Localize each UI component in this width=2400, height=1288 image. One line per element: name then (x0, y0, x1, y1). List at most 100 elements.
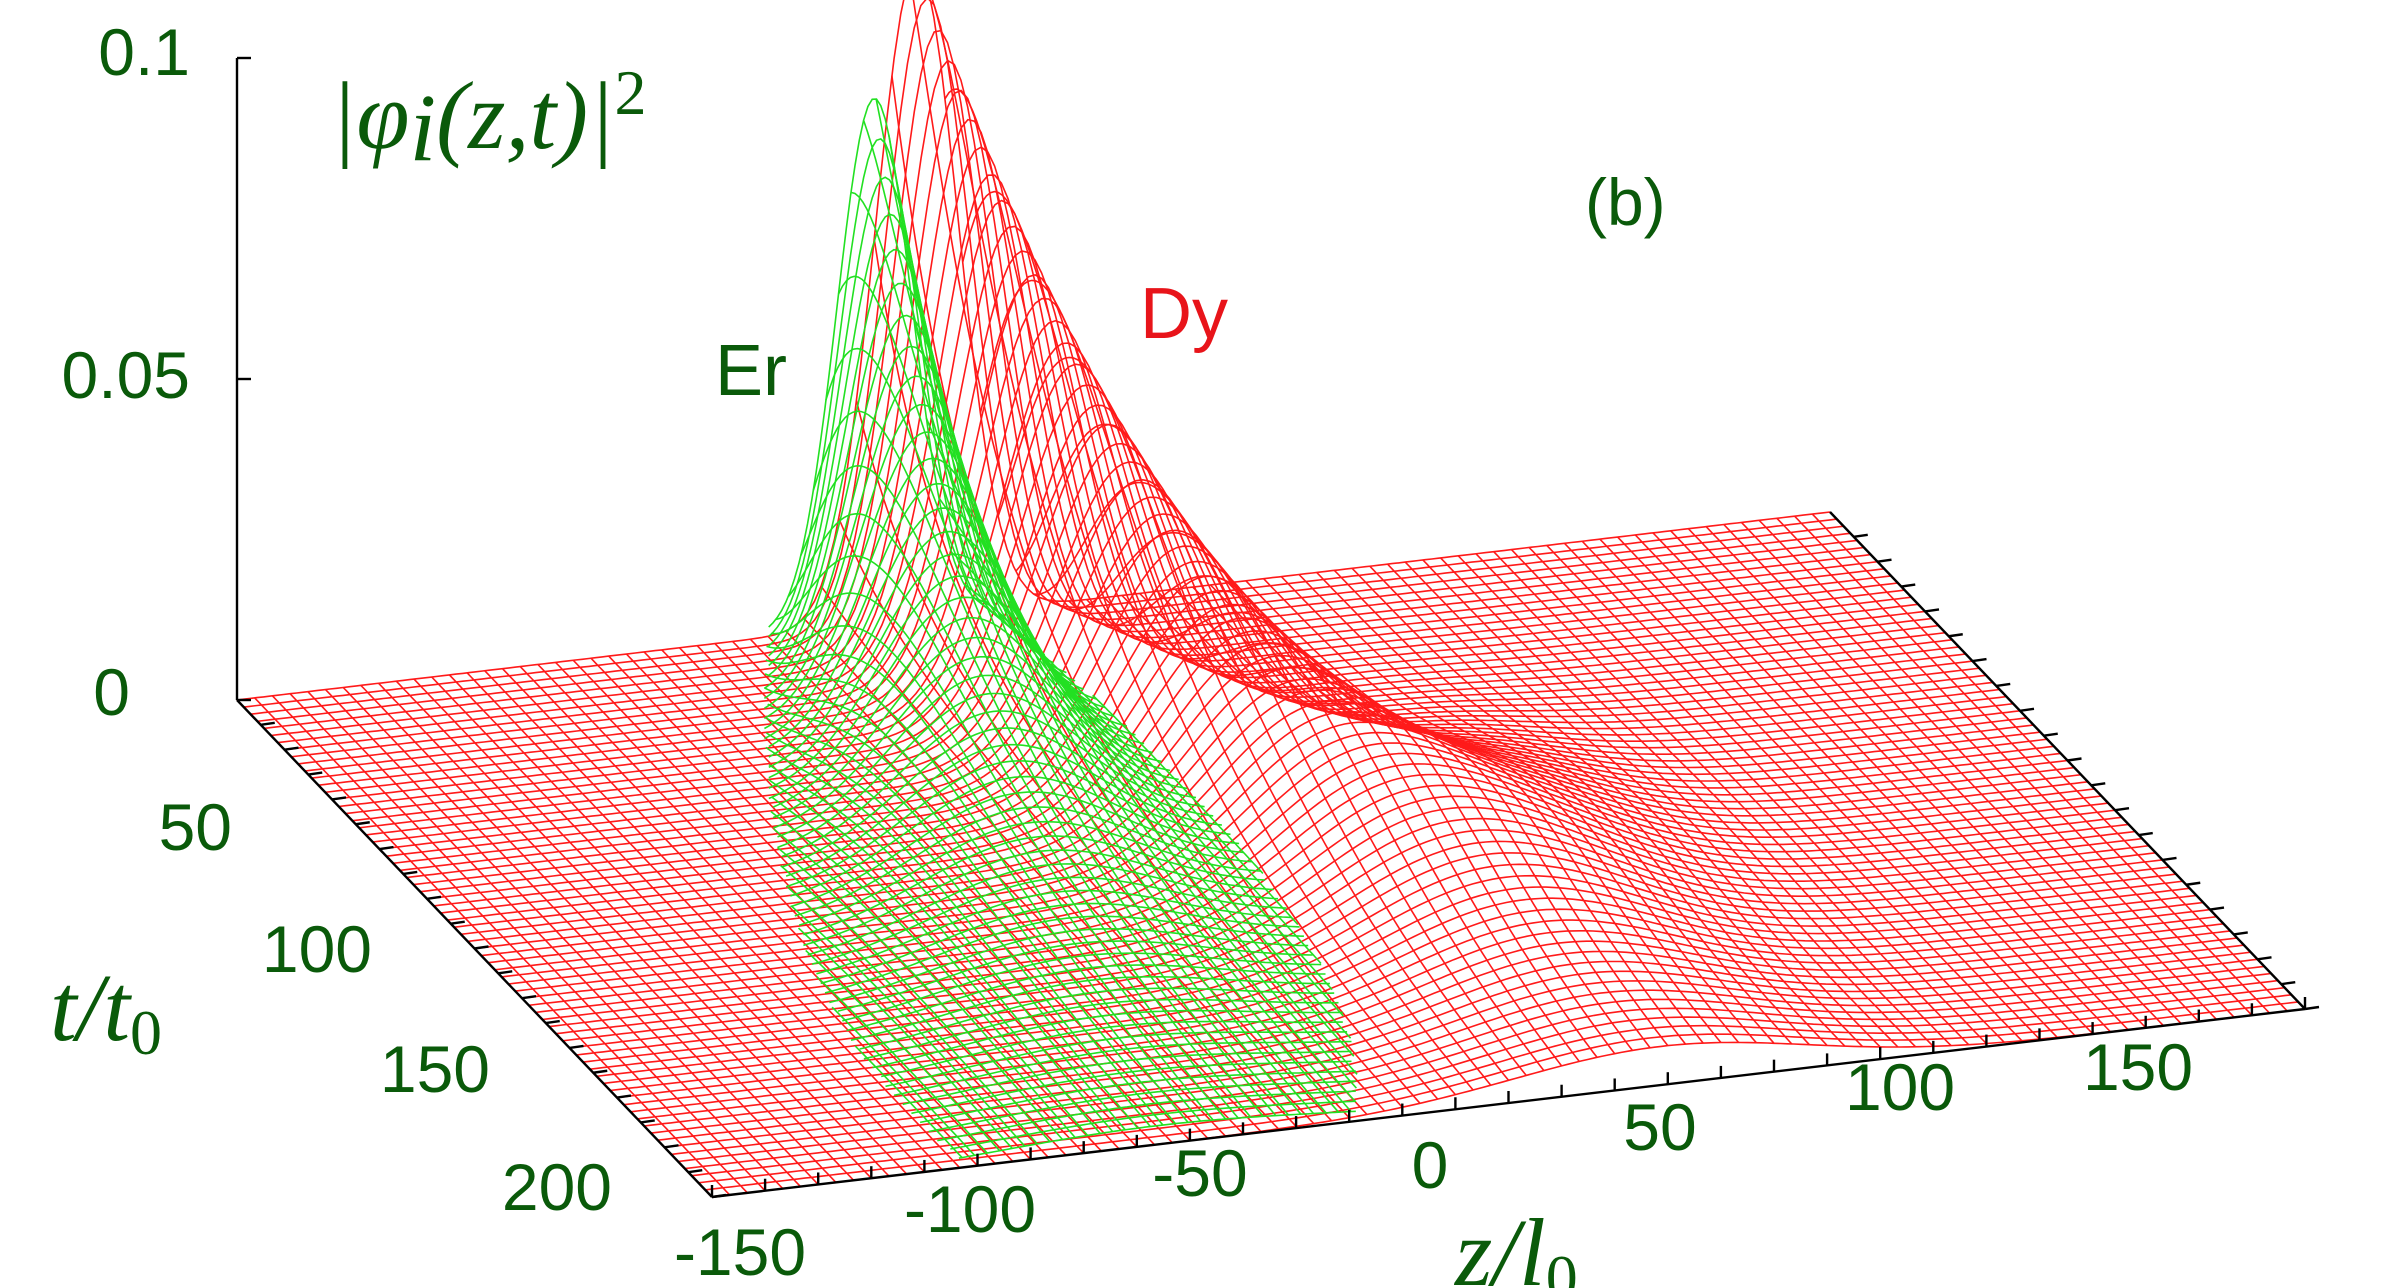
t-axis-tick (1996, 682, 2011, 688)
er-mesh-line (850, 191, 1327, 1114)
er-mesh-line (900, 215, 1357, 1089)
dy-mesh-line (1263, 578, 1740, 1044)
t-axis-tick (616, 1094, 632, 1099)
er-density-surface (763, 98, 1358, 1159)
dy-mesh-line (1298, 573, 1775, 1044)
dy-mesh-line (1652, 532, 2129, 1031)
t-axis-tick (664, 1144, 679, 1149)
dy-mesh-line (395, 680, 872, 1179)
panel-label: (b) (1585, 165, 1666, 239)
dy-mesh-line (555, 661, 1032, 1160)
dy-mesh-line (1670, 530, 2147, 1029)
er-mesh-line (824, 915, 1304, 994)
er-mesh-line (781, 710, 1205, 858)
dy-mesh-line (1510, 549, 1987, 1045)
er-mesh-line (798, 820, 1261, 926)
er-mesh-line (850, 975, 1330, 1041)
dy-mesh-line (979, 279, 1457, 1096)
er-mesh-line (763, 345, 1054, 699)
t-axis-tick (688, 1168, 703, 1174)
t-axis-tick (2281, 980, 2296, 986)
er-mesh-line (1020, 633, 1299, 926)
er-mesh-line (862, 120, 1340, 1113)
er-mesh-line (938, 497, 1352, 1039)
er-mesh-line (770, 810, 1089, 1136)
er-mesh-line (842, 952, 1322, 1022)
er-mesh-line (768, 137, 990, 638)
er-mesh-line (825, 347, 1302, 1115)
er-mesh-line (771, 592, 1239, 1119)
dy-mesh-line (698, 994, 2292, 1184)
dy-mesh-line (1705, 526, 2182, 1025)
er-mesh-line (764, 673, 1202, 1122)
x-axis-title: z/l0 (1453, 1199, 1578, 1288)
z-position-tick-label: 50 (1623, 1090, 1696, 1164)
dy-mesh-line (855, 400, 1333, 1122)
dy-mesh-line (1723, 523, 2200, 1023)
t-axis-tick (2257, 956, 2272, 961)
dy-mesh-line (1758, 519, 2235, 1018)
t-axis-tick (474, 945, 489, 950)
dy-mesh-line (997, 356, 1474, 1091)
er-mesh-line (768, 176, 1003, 647)
dy-mesh-line (1581, 540, 2058, 1038)
dy-mesh-line (1563, 542, 2041, 1040)
dy-mesh-line (1599, 538, 2076, 1037)
dy-mesh-line (342, 686, 819, 1186)
dy-mesh-line (820, 585, 1297, 1127)
dy-mesh-line (448, 674, 925, 1173)
dy-mesh-line (1245, 580, 1722, 1044)
t-axis-tick (1948, 633, 1963, 638)
dy-mesh-line (1794, 515, 2271, 1014)
er-mesh-line (764, 687, 1189, 1123)
t-axis-tick (1924, 608, 1940, 613)
t-axis-tick (308, 771, 323, 776)
t-axis-tick (711, 1193, 727, 1199)
er-mesh-line (950, 1100, 1356, 1150)
t-axis-tick (2019, 707, 2035, 712)
dy-mesh-line (360, 684, 837, 1183)
dy-mesh-line (1546, 544, 2023, 1042)
t-axis-tick (1901, 583, 1916, 588)
er-mesh-line (768, 763, 1126, 1131)
er-mesh-line (785, 760, 1231, 888)
z-position-tick-label: -150 (674, 1215, 806, 1288)
t-axis-tick (521, 995, 537, 1000)
dy-mesh-line (413, 678, 890, 1177)
dy-mesh-line (1333, 569, 1810, 1046)
t-axis-tick (426, 895, 442, 900)
t-axis-tick (2186, 881, 2201, 886)
dy-mesh-line (643, 651, 1120, 1150)
er-mesh-line (768, 282, 1033, 677)
t-axis-tick (403, 870, 418, 876)
dy-mesh-line (1103, 596, 1580, 1062)
axes (235, 56, 2320, 1199)
er-mesh-line (775, 555, 1252, 1118)
dy-mesh-line (484, 670, 961, 1169)
dy-mesh-line (944, 88, 1421, 1104)
dy-mesh-line (1740, 521, 2218, 1020)
er-mesh-line (781, 727, 1214, 868)
dy-mesh-line (1811, 513, 2288, 1012)
er-mesh-line (803, 849, 1274, 947)
dy-mesh-line (307, 691, 784, 1190)
er-mesh-line (831, 1006, 976, 1156)
er-mesh-line (913, 317, 1358, 1075)
z-tick-label: 0.1 (98, 15, 190, 89)
dy-mesh-line (1369, 565, 1846, 1047)
t-axis-tick (355, 821, 370, 826)
er-mesh-line (777, 692, 1197, 849)
t-axis-tick (2043, 732, 2058, 737)
dy-mesh-line (378, 682, 855, 1181)
er-mesh-line (846, 964, 1326, 1032)
dy-mesh-line (466, 672, 943, 1171)
dy-mesh-line (657, 951, 2251, 1141)
dy-mesh-line (696, 645, 1173, 1144)
er-mesh-line (766, 717, 1164, 1126)
dy-mesh-line (338, 363, 1932, 808)
dy-mesh-line (1687, 528, 2164, 1027)
dy-mesh-line (1033, 481, 1510, 1081)
dy-mesh-line (1475, 553, 1952, 1047)
t-axis-tick (284, 746, 299, 751)
t-axis-tick (2091, 782, 2106, 787)
